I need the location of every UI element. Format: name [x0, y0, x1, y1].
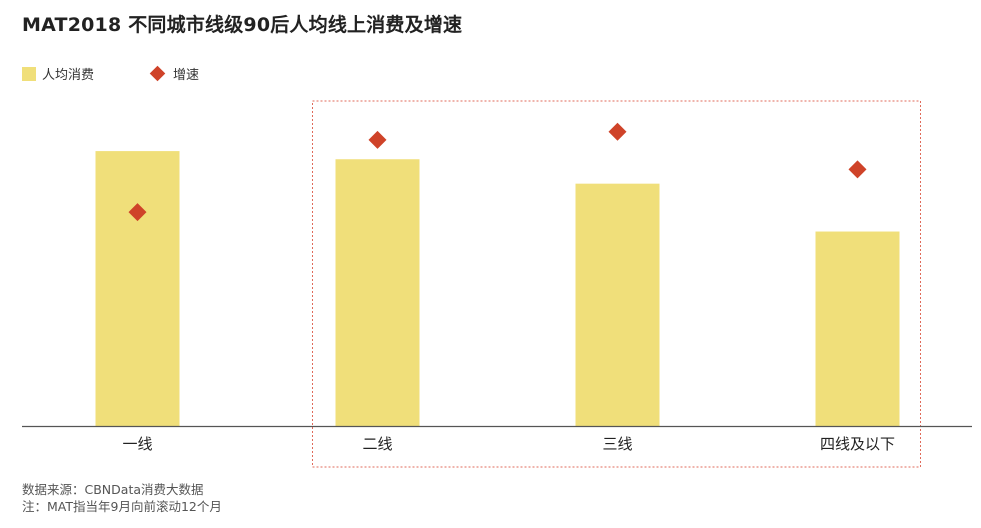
bar-3 — [575, 183, 660, 426]
highlight-box — [312, 100, 921, 468]
growth-marker-3 — [608, 122, 627, 141]
legend-label-diamond: 增速 — [173, 68, 200, 83]
growth-marker-1 — [128, 203, 147, 222]
bar-swatch-icon — [22, 66, 36, 81]
x-tick-label-1: 一线 — [122, 435, 152, 453]
mat-note: 注：MAT指当年9月向前滚动12个月 — [22, 499, 222, 514]
bar-4 — [815, 231, 900, 426]
x-tick-label-4: 四线及以下 — [820, 435, 895, 453]
x-tick-label-2: 二线 — [362, 435, 392, 453]
source-note: 数据来源：CBNData消费大数据 — [22, 482, 204, 497]
bar-1 — [95, 151, 180, 426]
footnotes: 数据来源：CBNData消费大数据 注：MAT指当年9月向前滚动12个月 — [22, 481, 222, 515]
chart-title: MAT2018 不同城市线级90后人均线上消费及增速 — [22, 14, 463, 36]
growth-marker-2 — [368, 130, 387, 149]
legend-item-bar: 人均消费 — [22, 64, 94, 83]
bar-2 — [335, 159, 420, 426]
legend-label-bar: 人均消费 — [42, 68, 95, 83]
x-tick-label-3: 三线 — [602, 435, 632, 453]
legend-item-diamond: 增速 — [149, 64, 200, 83]
growth-marker-4 — [848, 160, 867, 179]
